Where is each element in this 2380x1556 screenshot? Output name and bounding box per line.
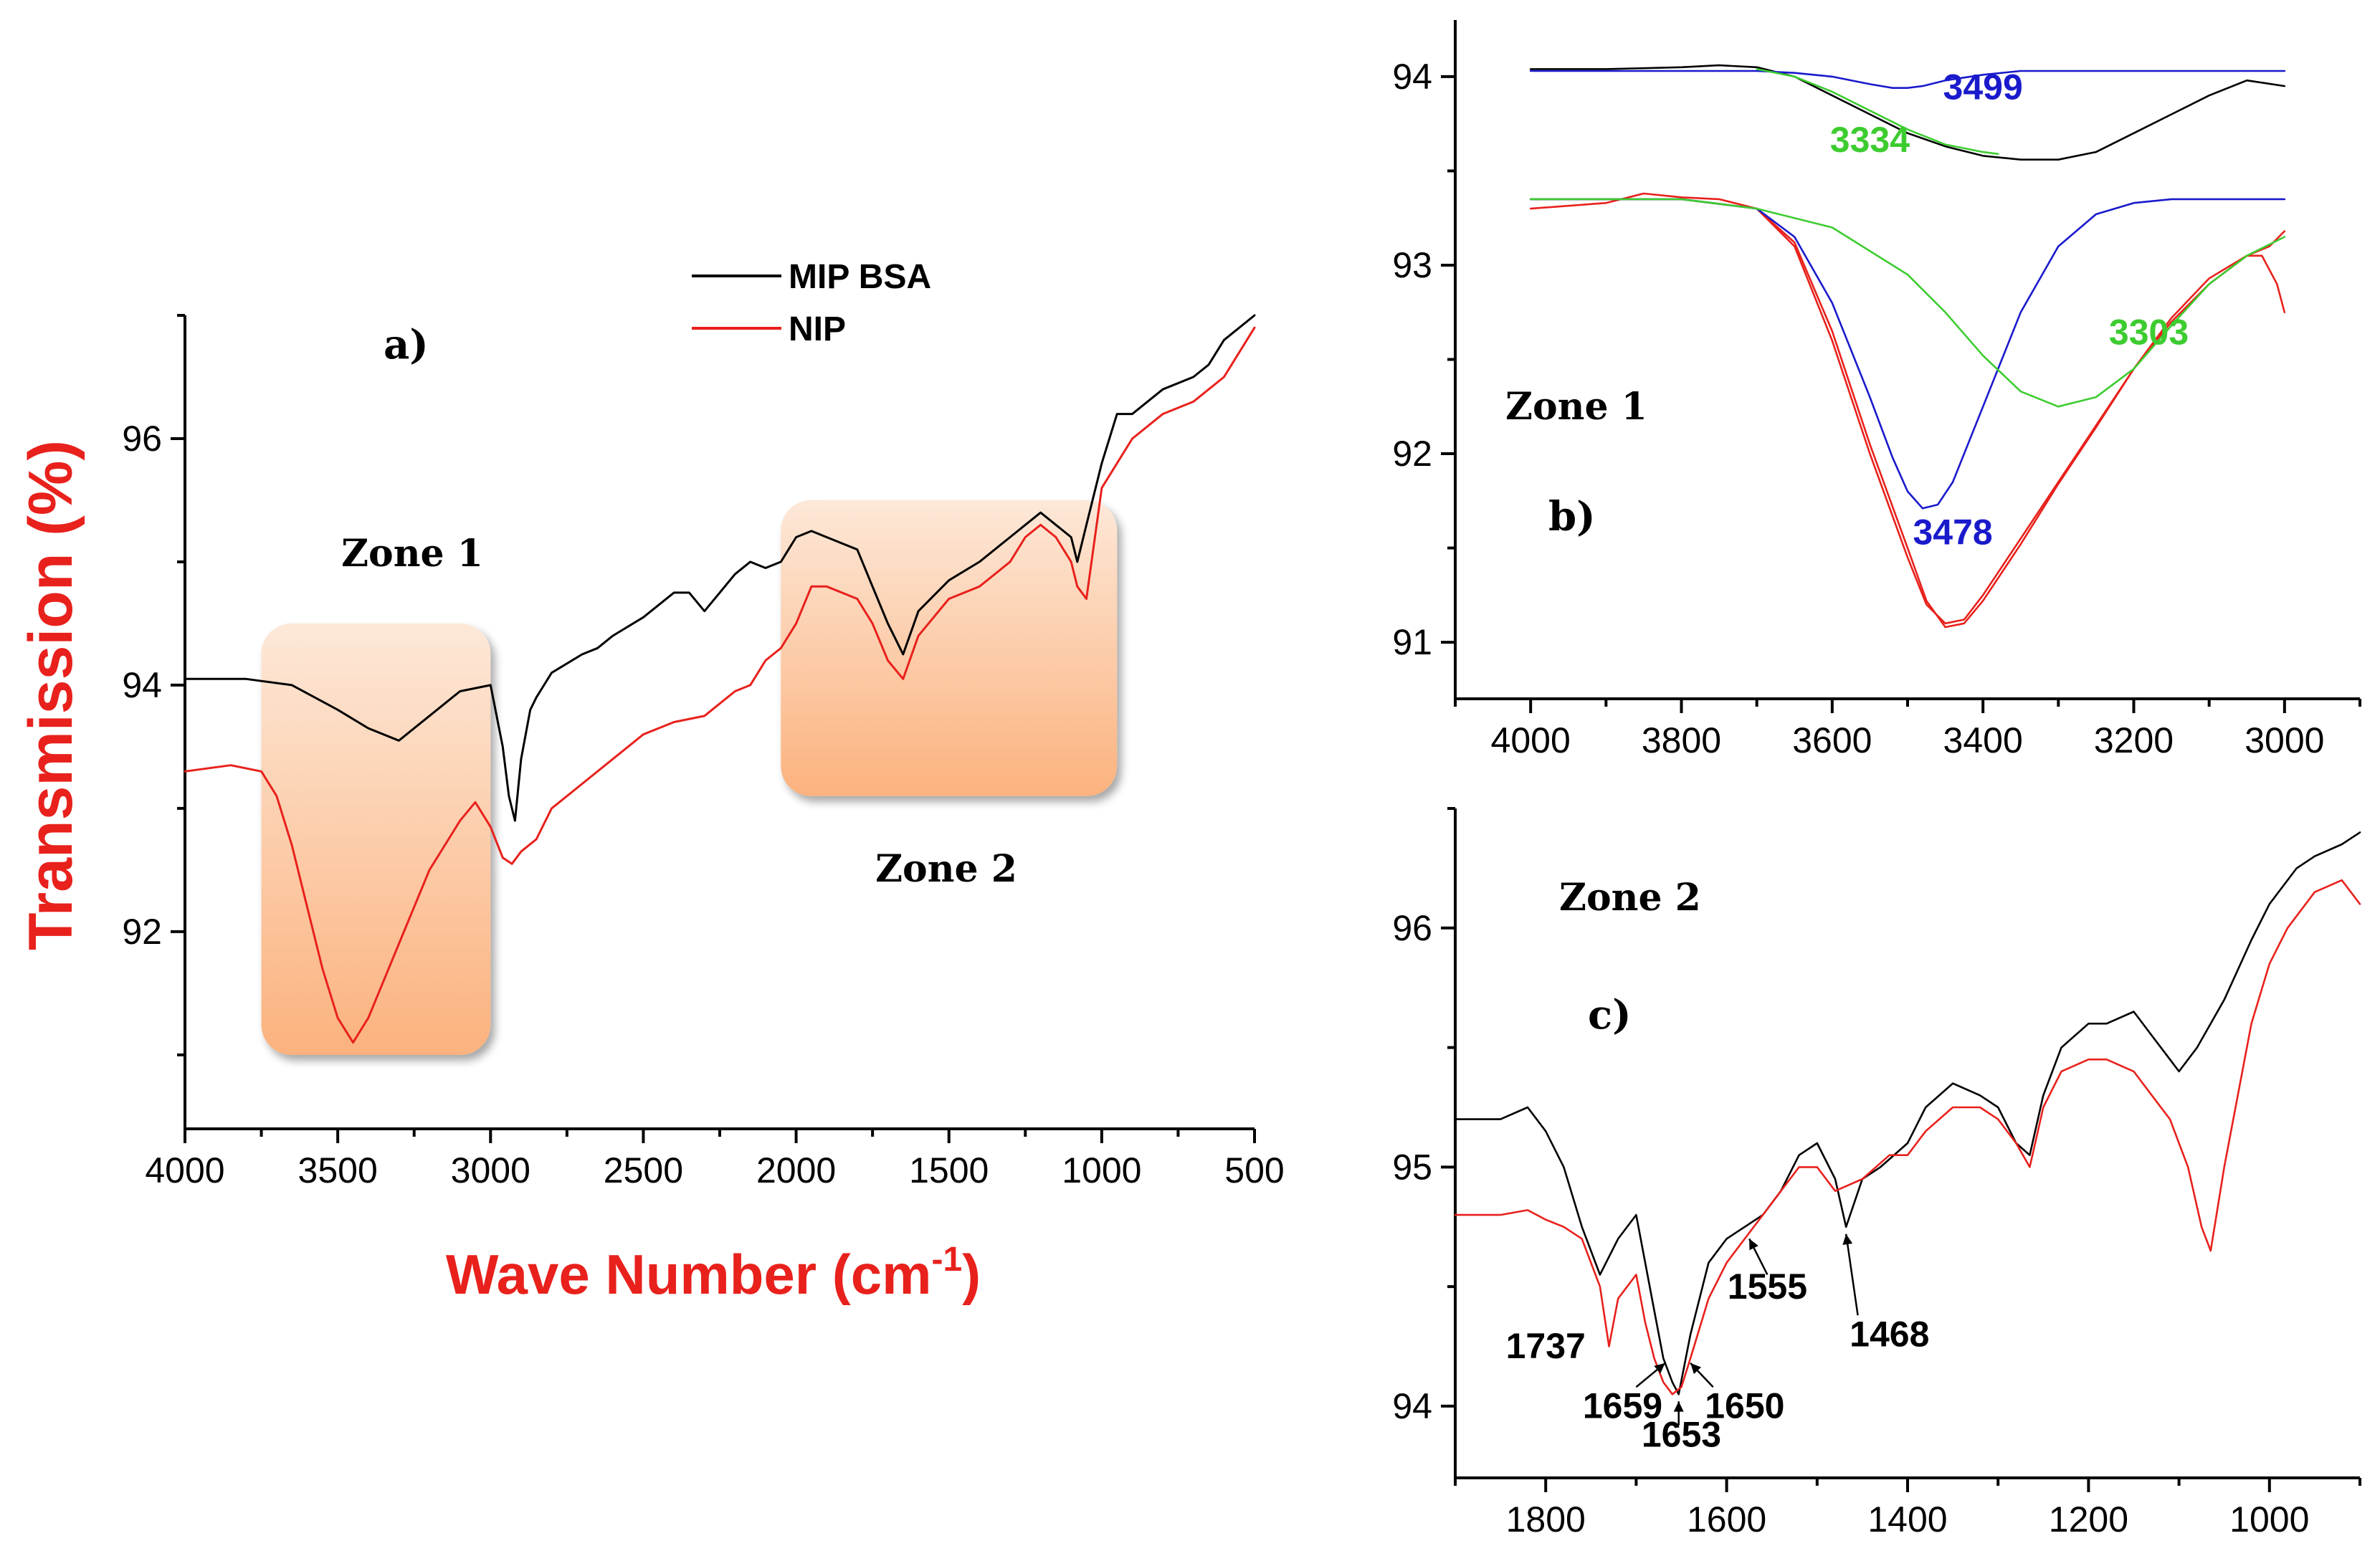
panel-c-x-tick-label-1400: 1400 [1867,1499,1947,1540]
panel-c-peak-label-1468: 1468 [1850,1314,1929,1355]
panel-b-x-tick-label-3600: 3600 [1792,720,1872,760]
panel-a-zones [261,500,1118,1055]
panel-b-axes: 4000 3800 3600 3400 3200 3000 91 92 93 94 [1392,20,2361,760]
panel-c-arrow-head-1555 [1749,1238,1758,1251]
legend: MIP BSA NIP [692,258,931,348]
panel-c-y-tick-label-95: 95 [1392,1147,1432,1187]
panel-a-x-tick-label-4000: 4000 [145,1150,224,1190]
panel-c-x-tick-label-1200: 1200 [2049,1499,2128,1540]
x-axis-title: Wave Number (cm-1) [446,1241,981,1306]
panel-b-series-nip-fit-sum [1529,198,2286,629]
panel-a-x-tick-label-1000: 1000 [1062,1150,1141,1190]
zone-2-box [781,500,1118,796]
panel-c-x-tick-label-1600: 1600 [1687,1499,1766,1540]
legend-label-nip: NIP [789,310,846,348]
panel-b-series [1529,64,2286,629]
panel-a-y-tick-label-96: 96 [122,419,162,459]
panel-b-x-tick-label-3400: 3400 [1943,720,2023,760]
panel-a-y-tick-label-94: 94 [122,665,162,705]
panel-c-peak-label-1555: 1555 [1728,1266,1807,1307]
panel-a-x-tick-label-3000: 3000 [451,1150,530,1190]
panel-b-y-tick-label-92: 92 [1392,434,1432,474]
panel-c-peak-label-1650: 1650 [1705,1386,1784,1426]
panel-a-label: a) [384,321,429,368]
legend-label-mip: MIP BSA [789,258,931,296]
panel-a-x-tick-label-1500: 1500 [909,1150,989,1190]
panel-a-chart: 4000 3500 3000 2500 2000 1500 1000 500 92 94 96 a)… [16,258,1285,1306]
panel-a-y-tick-label-92: 92 [122,912,162,952]
panel-b-series-mip-fit-3499 [1529,70,2286,89]
panel-c-x-tick-label-1800: 1800 [1506,1499,1586,1540]
zone-1-label: Zone 1 [341,532,483,576]
panel-b-series-nip-fit-3478 [1529,198,2286,510]
panel-c-peak-label-1653: 1653 [1642,1415,1721,1455]
x-axis-title-main: Wave Number (cm [446,1243,932,1306]
panel-b-x-tick-label-3200: 3200 [2094,720,2174,760]
zone-2-label: Zone 2 [875,847,1017,891]
panel-a-x-tick-label-3500: 3500 [298,1150,378,1190]
panel-b-y-tick-label-93: 93 [1392,245,1432,285]
panel-a-x-tick-label-2500: 2500 [604,1150,683,1190]
panel-b-chart: 4000 3800 3600 3400 3200 3000 91 92 93 94 3499 333… [1392,20,2361,760]
panel-b-annotations: 3499 3334 3303 3478 [1830,67,2189,552]
panel-c-axes: 1800 1600 1400 1200 1000 94 95 96 [1392,807,2361,1540]
panel-b-label: b) [1548,493,1596,540]
panel-b-y-tick-label-91: 91 [1392,622,1432,662]
panel-b-peak-label-3303: 3303 [2109,312,2189,352]
panel-c-peak-label-1737: 1737 [1506,1326,1586,1366]
zone-1-box [261,623,491,1055]
panel-c-peak-label-1659: 1659 [1583,1386,1662,1426]
panel-b-series-mip-fit-3334 [1756,68,1999,156]
panel-c-zone-label: Zone 2 [1559,876,1701,920]
x-axis-title-close: ) [962,1243,981,1306]
panel-b-x-tick-label-3800: 3800 [1642,720,1721,760]
panel-c-series-nip [1454,879,2361,1395]
panel-b-zone-label: Zone 1 [1505,385,1647,429]
panel-b-peak-label-3334: 3334 [1830,120,1910,160]
panel-a-series-nip [184,326,1256,1044]
panel-b-series-nip [1529,192,2286,625]
panel-b-series-mip-bsa [1529,64,2286,161]
panel-c-arrow-1468 [1844,1233,1859,1316]
panel-c-arrow-head-1650 [1690,1362,1702,1375]
panel-a-x-tick-label-2000: 2000 [756,1150,836,1190]
panel-a-x-tick-label-500: 500 [1224,1150,1284,1190]
panel-c-x-tick-label-1000: 1000 [2229,1499,2309,1540]
panel-c-arrow-head-1468 [1842,1233,1853,1246]
panel-c-y-tick-label-94: 94 [1392,1386,1432,1426]
x-axis-title-sup: -1 [931,1241,962,1279]
panel-c-y-tick-label-96: 96 [1392,908,1432,948]
panel-b-peak-label-3499: 3499 [1943,67,2023,107]
panel-c-label: c) [1588,991,1632,1039]
y-axis-title: Transmission (%) [16,440,85,950]
panel-b-x-tick-label-4000: 4000 [1491,720,1571,760]
panel-a-series [184,314,1256,1044]
panel-b-peak-label-3478: 3478 [1913,512,1992,552]
panel-b-series-nip-fit-3303 [1529,198,2286,408]
panel-c-arrow-head-1653 [1673,1401,1684,1412]
panel-c-series [1454,831,2361,1395]
panel-a-series-mip-bsa [184,314,1256,822]
panel-b-x-tick-label-3000: 3000 [2245,720,2324,760]
panel-a-axes: 4000 3500 3000 2500 2000 1500 1000 500 92 94 96 [122,314,1285,1190]
panel-b-y-tick-label-94: 94 [1392,57,1432,97]
panel-c-arrow-head-1659 [1654,1362,1665,1374]
